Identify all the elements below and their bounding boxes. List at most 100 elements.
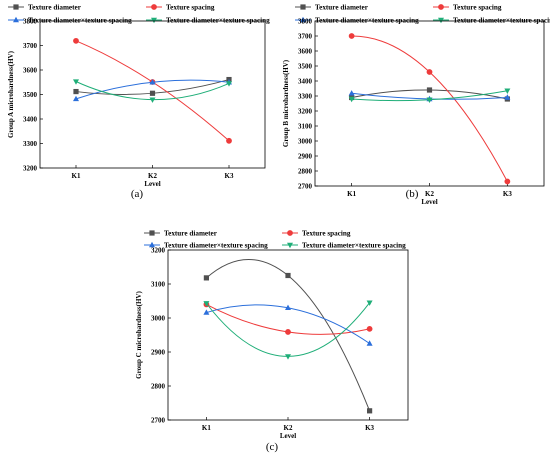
y-tick-label: 3800 (298, 17, 313, 25)
x-tick-label: K1 (72, 172, 81, 180)
legend-item: Texture spacing (146, 4, 215, 12)
y-tick-label: 3100 (151, 280, 166, 288)
y-tick-label: 3600 (298, 47, 313, 55)
legend-item: Texture spacing (433, 4, 502, 12)
legend: Texture diameter Texture spacing Texture d… (144, 230, 406, 250)
x-tick-label: K3 (503, 190, 512, 198)
legend-marker (438, 17, 444, 24)
data-point (203, 301, 210, 307)
legend-marker (13, 4, 19, 10)
series (348, 33, 511, 185)
legend-marker (300, 4, 306, 10)
data-point (285, 272, 291, 279)
series (203, 300, 373, 360)
data-point (504, 94, 511, 100)
legend-label: Texture diameter (164, 230, 218, 238)
legend-label: Texture diameter×texture spacing (28, 17, 132, 25)
x-tick-label: K2 (425, 190, 434, 198)
data-point (366, 325, 373, 332)
data-point (149, 79, 156, 85)
legend-item: Texture diameter (144, 230, 218, 238)
y-tick-label: 2700 (151, 416, 166, 424)
legend-item: Texture diameter×texture spacing (146, 17, 270, 25)
legend-label: Texture diameter (28, 4, 82, 12)
y-axis-label: Group C microhardness(HV) (135, 291, 143, 379)
legend-label: Texture spacing (302, 230, 351, 238)
chart-panel-c: Texture diameter Texture spacing Texture d… (135, 230, 409, 453)
series-line (206, 259, 371, 412)
legend-marker (149, 230, 155, 236)
y-tick-label: 3500 (298, 62, 313, 70)
legend-item: Texture diameter×texture spacing (433, 17, 550, 25)
y-tick-label: 3000 (151, 314, 166, 322)
series (73, 79, 232, 103)
legend-label: Texture diameter (315, 4, 369, 12)
y-tick-label: 3700 (23, 42, 38, 50)
data-point (426, 69, 433, 75)
legend: Texture diameter Texture spacing Texture d… (8, 4, 270, 25)
data-point (366, 340, 373, 346)
data-point (504, 88, 511, 94)
y-tick-label: 3300 (23, 140, 38, 148)
legend-label: Texture spacing (453, 4, 502, 12)
legend-marker (300, 16, 306, 23)
legend-label: Texture spacing (166, 4, 215, 12)
legend-marker (151, 4, 157, 10)
legend-marker (13, 16, 19, 23)
legend-marker (149, 241, 155, 248)
plot-frame (314, 20, 545, 187)
x-tick-label: K2 (148, 172, 157, 180)
y-tick-label: 3200 (298, 107, 313, 115)
x-tick-label: K3 (225, 172, 234, 180)
legend-item: Texture diameter×texture spacing (8, 17, 132, 25)
y-tick-label: 3800 (23, 17, 38, 25)
data-point (426, 87, 433, 93)
y-tick-label: 3500 (23, 91, 38, 99)
y-tick-label: 3300 (298, 92, 313, 100)
y-axis-label: Group A microhardness(HV) (7, 50, 15, 138)
x-axis-label: Level (280, 432, 296, 440)
legend-item: Texture diameter (295, 4, 369, 12)
legend-item: Texture diameter×texture spacing (144, 242, 268, 250)
data-point (73, 88, 79, 95)
data-point (203, 275, 209, 281)
data-point (426, 97, 433, 103)
x-tick-label: K1 (347, 190, 356, 198)
legend-item: Texture spacing (282, 230, 351, 238)
data-point (73, 79, 79, 85)
y-tick-label: 2700 (298, 182, 313, 190)
legend-marker (438, 4, 444, 10)
legend-label: Texture diameter×texture spacing (164, 242, 268, 250)
legend-label: Texture diameter×texture spacing (166, 17, 270, 25)
legend-label: Texture diameter×texture spacing (302, 242, 406, 250)
series-line (206, 304, 370, 344)
legend-item: Texture diameter (8, 4, 82, 12)
y-tick-label: 3200 (151, 246, 166, 254)
panel-label: (b) (406, 188, 419, 200)
legend-marker (151, 17, 157, 24)
data-point (226, 137, 232, 144)
legend-marker (287, 242, 293, 249)
legend-marker (287, 230, 293, 236)
data-point (504, 178, 511, 185)
x-axis-label: Level (421, 198, 437, 206)
data-point (348, 96, 355, 103)
data-point (285, 354, 291, 360)
data-point (73, 95, 79, 102)
data-point (285, 304, 291, 310)
data-point (73, 37, 79, 44)
data-point (149, 97, 156, 103)
legend: Texture diameter Texture spacing Texture d… (295, 4, 550, 25)
series-line (351, 35, 508, 182)
data-point (348, 33, 355, 39)
legend-label: Texture diameter×texture spacing (315, 17, 419, 25)
y-tick-label: 3400 (298, 77, 313, 85)
y-tick-label: 2800 (298, 167, 313, 175)
y-tick-label: 3400 (23, 115, 38, 123)
panel-label: (a) (131, 188, 144, 200)
x-tick-label: K3 (365, 424, 374, 432)
y-tick-label: 3100 (298, 122, 313, 130)
x-axis-label: Level (144, 180, 160, 188)
legend-label: Texture diameter×texture spacing (453, 17, 550, 25)
